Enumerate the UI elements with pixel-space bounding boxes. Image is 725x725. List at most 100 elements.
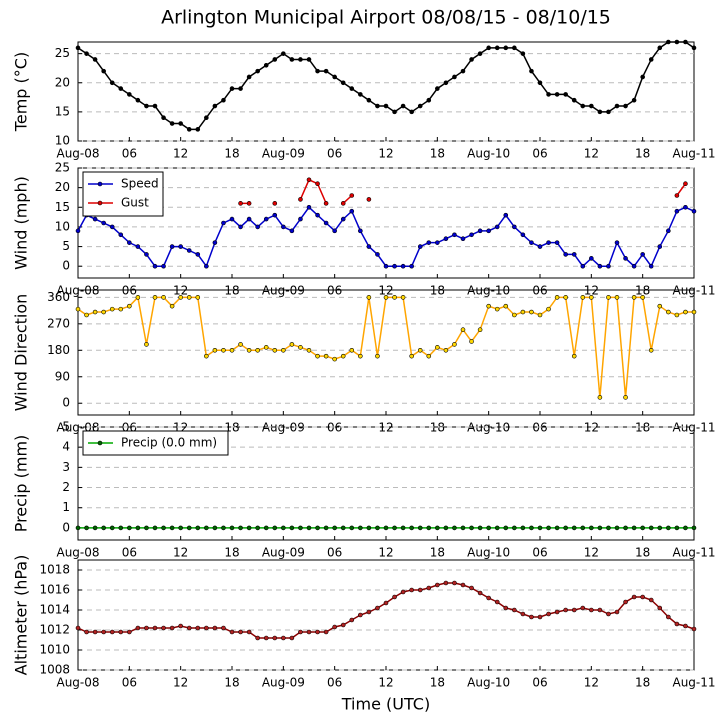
series-marker <box>263 62 269 68</box>
series-marker <box>426 97 432 103</box>
series-marker <box>674 621 680 627</box>
series-marker <box>144 103 149 109</box>
series-marker <box>152 103 158 109</box>
series-marker <box>366 525 372 531</box>
series-marker <box>494 525 500 531</box>
series-marker <box>332 624 337 630</box>
x-tick-label: 12 <box>584 676 599 690</box>
series-marker <box>263 216 269 222</box>
series-marker <box>486 45 491 51</box>
series-marker <box>272 57 278 62</box>
series-marker <box>349 208 355 214</box>
series-marker <box>623 599 628 605</box>
series-marker <box>683 623 688 629</box>
series-marker <box>512 312 517 318</box>
series-marker <box>597 525 603 531</box>
series-marker <box>366 609 372 615</box>
series-marker <box>597 395 603 400</box>
series-marker <box>666 309 671 315</box>
x-tick-label: 12 <box>173 147 188 161</box>
x-tick-label: 06 <box>122 676 137 690</box>
series-marker <box>281 635 286 641</box>
series-marker <box>435 582 440 588</box>
series-marker <box>409 353 414 359</box>
series-marker <box>537 80 543 86</box>
series-marker <box>683 309 688 315</box>
series-marker <box>152 295 158 300</box>
series-marker <box>554 525 560 531</box>
y-tick-label: 270 <box>47 316 70 330</box>
x-tick-label: 12 <box>173 546 188 560</box>
series-marker <box>109 629 115 635</box>
series-marker <box>443 525 449 531</box>
series-marker <box>323 525 329 531</box>
series-marker <box>92 309 98 315</box>
series-marker <box>366 295 372 300</box>
y-tick-label: 5 <box>62 239 70 253</box>
series-marker <box>178 244 183 249</box>
series-marker <box>263 525 269 531</box>
series-marker <box>263 635 269 641</box>
series-marker <box>580 295 586 300</box>
y-tick-label: 1016 <box>39 583 70 597</box>
series-marker <box>640 295 645 300</box>
series-marker <box>486 525 491 531</box>
series-marker <box>323 220 329 226</box>
series-marker <box>135 525 141 531</box>
y-tick-label: 1014 <box>39 603 70 617</box>
series-marker <box>563 525 568 531</box>
series-marker <box>221 525 226 531</box>
y-tick-label: 1010 <box>39 643 70 657</box>
x-tick-label: Aug-08 <box>56 546 99 560</box>
series-marker <box>306 525 312 531</box>
series-marker <box>657 525 663 531</box>
series-marker <box>648 57 654 62</box>
series-marker <box>683 525 688 531</box>
series-marker <box>186 295 192 300</box>
series-marker <box>144 525 149 531</box>
x-tick-label: Aug-10 <box>467 676 510 690</box>
x-tick-label: 18 <box>430 676 445 690</box>
series-marker <box>135 244 141 249</box>
series-marker <box>127 525 132 531</box>
series-marker <box>255 224 260 230</box>
series-marker <box>683 39 688 45</box>
series-marker <box>623 103 628 109</box>
x-tick-label: 06 <box>532 546 547 560</box>
series-marker <box>546 240 551 245</box>
series-marker <box>512 607 517 613</box>
series-marker <box>118 306 124 312</box>
series-marker <box>486 595 491 601</box>
series-marker <box>683 181 688 187</box>
series-marker <box>92 57 98 62</box>
series-marker <box>452 74 457 80</box>
series-marker <box>289 635 295 641</box>
series-marker <box>144 625 149 631</box>
series-marker <box>246 347 252 353</box>
x-tick-label: Aug-09 <box>262 676 305 690</box>
series-marker <box>127 92 132 97</box>
series-marker <box>109 224 115 230</box>
x-tick-label: 06 <box>122 147 137 161</box>
series-marker <box>614 295 620 300</box>
series-marker <box>186 248 192 253</box>
y-axis-label: Wind Direction <box>12 294 31 412</box>
series-marker <box>452 232 457 238</box>
series-marker <box>691 208 697 214</box>
series-line <box>299 178 327 204</box>
series-marker <box>657 45 663 51</box>
series-marker <box>477 525 483 531</box>
series-marker <box>571 607 577 613</box>
series-marker <box>186 625 192 631</box>
series-marker <box>460 327 466 333</box>
legend-label: Precip (0.0 mm) <box>121 436 217 450</box>
series-marker <box>409 109 414 115</box>
series-marker <box>298 57 303 62</box>
series-marker <box>623 395 628 400</box>
series-marker <box>144 342 149 347</box>
series-marker <box>101 220 106 226</box>
series-marker <box>340 201 346 206</box>
series-marker <box>127 629 132 635</box>
series-marker <box>289 525 295 531</box>
series-marker <box>75 525 81 531</box>
